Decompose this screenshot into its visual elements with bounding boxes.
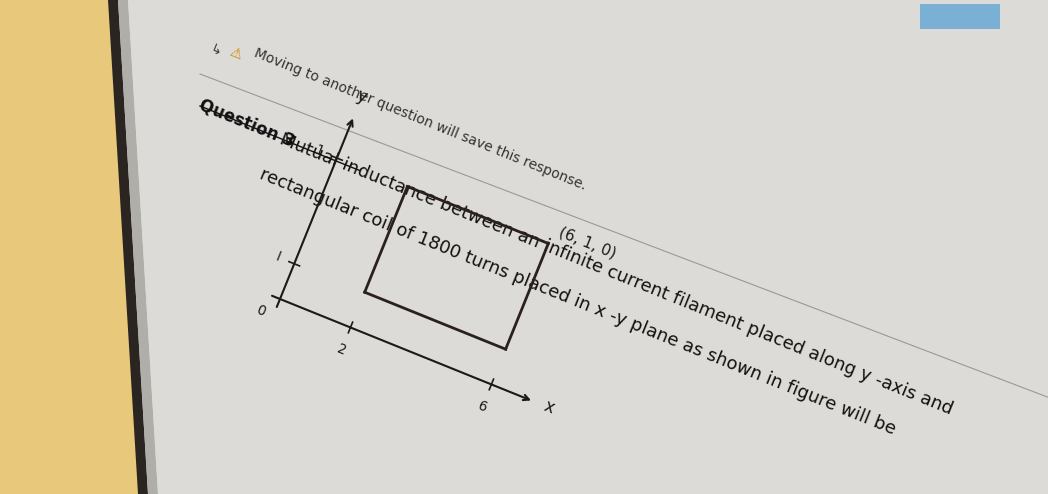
Text: y: y [354, 86, 370, 107]
Text: 1: 1 [312, 143, 326, 159]
Polygon shape [115, 0, 1048, 494]
FancyBboxPatch shape [920, 4, 1000, 29]
Text: ⚠: ⚠ [227, 44, 244, 62]
Text: x: x [541, 397, 556, 418]
Text: Question 3: Question 3 [197, 96, 298, 150]
Polygon shape [108, 0, 148, 494]
Text: 2: 2 [334, 342, 348, 358]
Text: 6: 6 [476, 399, 489, 415]
Text: (6, 1, 0): (6, 1, 0) [556, 225, 618, 261]
Polygon shape [118, 0, 158, 494]
Text: Mutual inductance between an infinite current filament placed along y -axis and: Mutual inductance between an infinite cu… [277, 130, 955, 419]
Polygon shape [128, 0, 1048, 494]
Text: Moving to another question will save this response.: Moving to another question will save thi… [253, 46, 589, 193]
Text: I: I [274, 250, 283, 265]
Text: 0: 0 [254, 303, 267, 319]
Text: rectangular coil of 1800 turns placed in x -y plane as shown in figure will be: rectangular coil of 1800 turns placed in… [257, 165, 898, 439]
Text: ↳: ↳ [208, 42, 223, 60]
